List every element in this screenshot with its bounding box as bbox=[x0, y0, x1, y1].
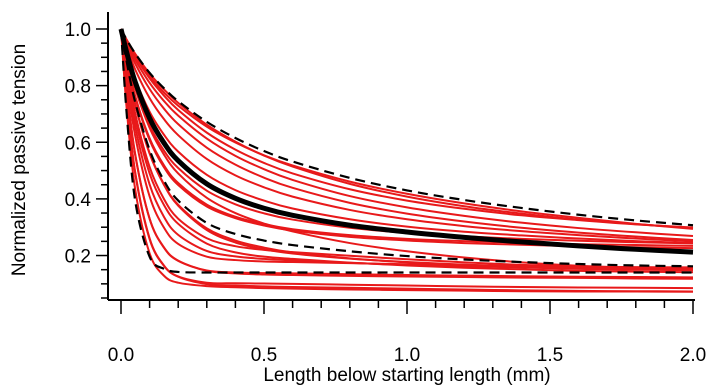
x-tick-label: 0.0 bbox=[108, 345, 134, 366]
y-tick-label: 0.2 bbox=[65, 247, 91, 268]
y-axis-title: Normalized passive tension bbox=[9, 44, 30, 276]
curves-group bbox=[118, 28, 694, 293]
y-tick-label: 1.0 bbox=[65, 20, 91, 41]
red-trace-11 bbox=[120, 28, 694, 271]
y-tick-label: 0.4 bbox=[65, 190, 92, 211]
x-axis-title: Length below starting length (mm) bbox=[263, 365, 550, 386]
red-trace-18 bbox=[120, 28, 694, 280]
red-trace-22 bbox=[120, 28, 694, 293]
red-trace-5 bbox=[120, 28, 694, 241]
x-tick-label: 1.0 bbox=[394, 345, 420, 366]
y-tick-label: 0.6 bbox=[65, 133, 91, 154]
red-trace-7 bbox=[120, 28, 694, 245]
y-tick-label: 0.8 bbox=[65, 77, 91, 98]
mean-trace-1 bbox=[118, 28, 694, 255]
dashed-envelope-2 bbox=[119, 28, 694, 268]
x-tick-label: 1.5 bbox=[537, 345, 563, 366]
red-trace-8 bbox=[120, 28, 694, 245]
red-trace-3 bbox=[120, 28, 694, 229]
dashed-envelope-3 bbox=[119, 28, 693, 274]
x-tick-label: 2.0 bbox=[680, 345, 706, 366]
x-tick-label: 0.5 bbox=[251, 345, 277, 366]
red-trace-6 bbox=[120, 28, 694, 243]
red-trace-4 bbox=[120, 28, 694, 237]
dashed-envelope-1 bbox=[120, 28, 694, 227]
red-trace-19 bbox=[120, 28, 694, 274]
axes-group: 0.0 0.5 1.0 1.5 2.0 0.2 0.4 0.6 0.8 1.0 bbox=[65, 12, 706, 366]
